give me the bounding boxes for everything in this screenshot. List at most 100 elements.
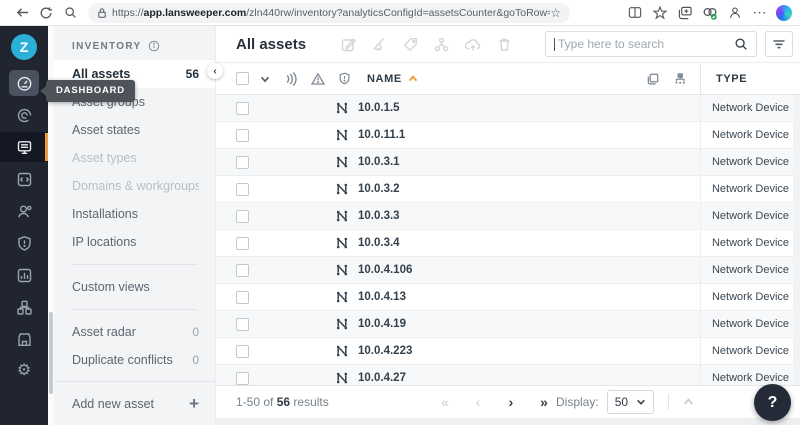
- asset-name-link[interactable]: 10.0.4.13: [358, 291, 406, 303]
- table-row[interactable]: 10.0.4.223 Network Device: [216, 338, 800, 365]
- table-row[interactable]: 10.0.11.1 Network Device: [216, 122, 800, 149]
- rail-item-software[interactable]: [0, 164, 48, 194]
- cloud-upload-icon[interactable]: [464, 36, 482, 53]
- table-row[interactable]: 10.0.3.3 Network Device: [216, 203, 800, 230]
- rail-item-security[interactable]: [0, 228, 48, 258]
- row-checkbox[interactable]: [236, 263, 249, 277]
- trash-icon[interactable]: [496, 36, 513, 53]
- refresh-icon[interactable]: [34, 3, 58, 23]
- prev-page-button[interactable]: ‹: [475, 394, 481, 410]
- divider: [72, 309, 197, 310]
- search-icon[interactable]: [58, 3, 82, 23]
- sidebar-collapse-handle[interactable]: ‹: [207, 63, 223, 79]
- table-row[interactable]: 10.0.1.5 Network Device: [216, 95, 800, 122]
- first-page-button[interactable]: «: [441, 394, 449, 410]
- table-row[interactable]: 10.0.4.13 Network Device: [216, 284, 800, 311]
- asset-name-link[interactable]: 10.0.4.27: [358, 372, 406, 384]
- row-checkbox[interactable]: [236, 317, 249, 331]
- scroll-top-button[interactable]: [682, 397, 695, 407]
- dashboard-icon: [9, 70, 39, 96]
- row-checkbox[interactable]: [236, 209, 249, 223]
- sidebar-item-asset-radar[interactable]: Asset radar 0: [72, 325, 199, 339]
- rail-item-dashboard[interactable]: [0, 68, 48, 98]
- add-new-asset-button[interactable]: Add new asset +: [54, 381, 215, 425]
- asset-name-link[interactable]: 10.0.4.223: [358, 345, 413, 357]
- page-size-select[interactable]: 50: [606, 390, 654, 414]
- sidebar-item-duplicate-conflicts[interactable]: Duplicate conflicts 0: [72, 353, 199, 367]
- rail-scrollbar[interactable]: [48, 26, 54, 425]
- sidebar-item-asset-states[interactable]: Asset states: [72, 123, 141, 137]
- table-row[interactable]: 10.0.3.2 Network Device: [216, 176, 800, 203]
- sidebar-item-ip-locations[interactable]: IP locations: [72, 235, 137, 249]
- more-icon[interactable]: ⋯: [752, 4, 767, 20]
- asset-name-link[interactable]: 10.0.3.2: [358, 183, 400, 195]
- scrollbar-thumb[interactable]: [49, 312, 53, 394]
- back-icon[interactable]: [10, 3, 34, 23]
- favorite-star-icon[interactable]: ☆: [550, 5, 561, 20]
- info-icon[interactable]: [148, 40, 160, 52]
- scan-waves-column-icon[interactable]: [284, 71, 298, 86]
- collections-icon[interactable]: [672, 3, 697, 23]
- rail-item-users[interactable]: [0, 196, 48, 226]
- sidebar-item-asset-types[interactable]: Asset types: [72, 151, 137, 165]
- layers-icon[interactable]: [646, 72, 660, 86]
- rail-item-inventory[interactable]: [0, 132, 48, 162]
- tree-view-icon[interactable]: [673, 72, 687, 86]
- select-menu-chevron-icon[interactable]: [259, 73, 271, 85]
- browser-essentials-icon[interactable]: [697, 3, 722, 23]
- table-row-partial[interactable]: 10.0.4.27 Network Device: [216, 365, 800, 385]
- copilot-icon[interactable]: [776, 4, 792, 21]
- asset-name-link[interactable]: 10.0.4.19: [358, 318, 406, 330]
- asset-name-link[interactable]: 10.0.3.3: [358, 210, 400, 222]
- code-icon: [16, 171, 33, 188]
- select-all-checkbox[interactable]: [236, 72, 249, 85]
- split-screen-icon[interactable]: [622, 3, 647, 23]
- table-row[interactable]: 10.0.4.19 Network Device: [216, 311, 800, 338]
- table-row[interactable]: 10.0.3.4 Network Device: [216, 230, 800, 257]
- shield-column-icon[interactable]: [338, 72, 351, 86]
- search-box[interactable]: [545, 31, 757, 57]
- row-checkbox[interactable]: [236, 182, 249, 196]
- profile-icon[interactable]: [722, 3, 747, 23]
- name-column-header[interactable]: NAME: [367, 72, 402, 85]
- rail-item-integrations[interactable]: [0, 292, 48, 322]
- row-checkbox[interactable]: [236, 155, 249, 169]
- rail-item-reports[interactable]: [0, 260, 48, 290]
- asset-name-link[interactable]: 10.0.11.1: [358, 129, 406, 141]
- asset-name-link[interactable]: 10.0.3.1: [358, 156, 400, 168]
- search-input[interactable]: [556, 36, 734, 52]
- sidebar-item-installations[interactable]: Installations: [72, 207, 139, 221]
- help-button[interactable]: ?: [754, 384, 791, 421]
- row-checkbox[interactable]: [236, 290, 249, 304]
- asset-name-link[interactable]: 10.0.1.5: [358, 102, 400, 114]
- row-checkbox[interactable]: [236, 371, 249, 385]
- type-column-header[interactable]: TYPE: [700, 63, 800, 94]
- row-checkbox[interactable]: [236, 101, 249, 115]
- filter-button[interactable]: [765, 31, 793, 57]
- magnifier-icon[interactable]: [734, 37, 748, 51]
- edit-icon[interactable]: [340, 36, 357, 53]
- table-row[interactable]: 10.0.4.106 Network Device: [216, 257, 800, 284]
- table-footer: 1-50 of 56 results « ‹ › » Display: 50: [216, 385, 800, 418]
- workspace-logo[interactable]: Z: [11, 34, 37, 60]
- rail-item-settings[interactable]: ⚙: [0, 356, 48, 386]
- row-checkbox[interactable]: [236, 236, 249, 250]
- tag-icon[interactable]: [402, 36, 419, 53]
- next-page-button[interactable]: ›: [508, 394, 514, 410]
- warning-column-icon[interactable]: [311, 72, 325, 86]
- rail-item-marketplace[interactable]: [0, 324, 48, 354]
- asset-name-link[interactable]: 10.0.3.4: [358, 237, 400, 249]
- rail-item-scanning[interactable]: [0, 100, 48, 130]
- asset-name-link[interactable]: 10.0.4.106: [358, 264, 413, 276]
- table-row[interactable]: 10.0.3.1 Network Device: [216, 149, 800, 176]
- relations-icon[interactable]: [433, 36, 450, 53]
- sidebar-item-custom-views[interactable]: Custom views: [72, 280, 150, 294]
- table-scrollbar[interactable]: [793, 95, 800, 385]
- sweep-icon[interactable]: [371, 36, 388, 53]
- row-checkbox[interactable]: [236, 344, 249, 358]
- row-checkbox[interactable]: [236, 128, 249, 142]
- favorites-bar-icon[interactable]: [647, 3, 672, 23]
- last-page-button[interactable]: »: [540, 394, 548, 410]
- address-bar[interactable]: https://app.lansweeper.com/zln440rw/inve…: [88, 2, 570, 23]
- sidebar-item-domains-workgroups[interactable]: Domains & workgroups: [72, 179, 199, 193]
